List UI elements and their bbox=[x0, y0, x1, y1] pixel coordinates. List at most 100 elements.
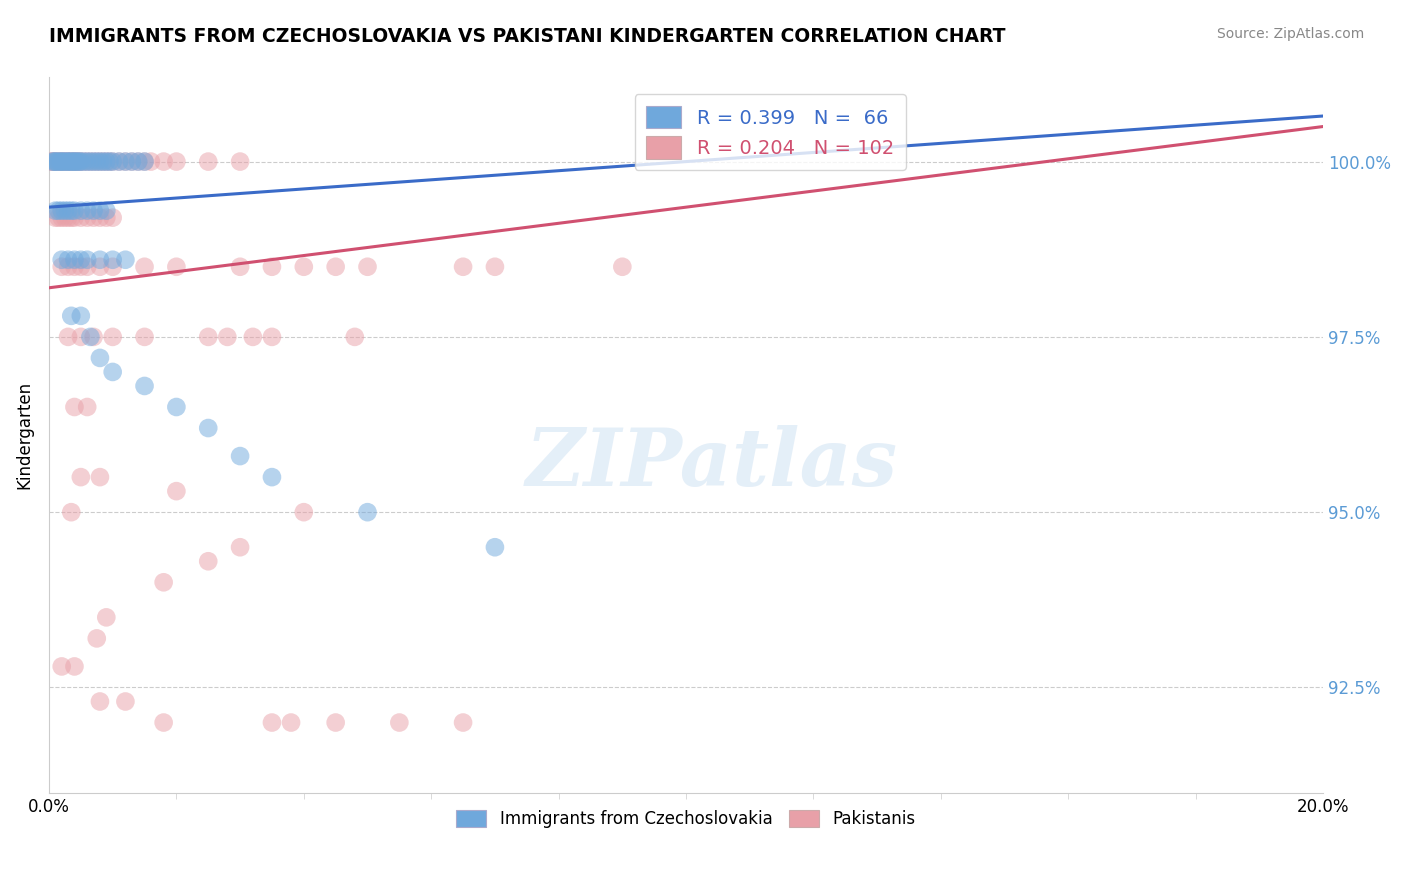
Point bbox=[229, 449, 252, 463]
Point bbox=[197, 421, 219, 435]
Point bbox=[91, 154, 114, 169]
Point bbox=[53, 211, 76, 225]
Point bbox=[69, 154, 91, 169]
Point bbox=[356, 505, 378, 519]
Point bbox=[101, 330, 124, 344]
Point bbox=[60, 309, 83, 323]
Point bbox=[49, 154, 72, 169]
Point bbox=[69, 309, 91, 323]
Point bbox=[325, 715, 347, 730]
Point bbox=[280, 715, 302, 730]
Point bbox=[41, 154, 63, 169]
Point bbox=[56, 211, 79, 225]
Point bbox=[56, 260, 79, 274]
Point bbox=[83, 330, 105, 344]
Point bbox=[152, 715, 174, 730]
Point bbox=[63, 260, 86, 274]
Point bbox=[69, 203, 91, 218]
Point bbox=[44, 154, 66, 169]
Point bbox=[114, 154, 136, 169]
Point bbox=[134, 154, 156, 169]
Point bbox=[356, 260, 378, 274]
Point bbox=[48, 211, 70, 225]
Point bbox=[260, 260, 283, 274]
Point bbox=[451, 715, 474, 730]
Point bbox=[114, 694, 136, 708]
Point bbox=[229, 260, 252, 274]
Point bbox=[76, 211, 98, 225]
Point bbox=[484, 540, 506, 554]
Point bbox=[63, 659, 86, 673]
Point bbox=[165, 154, 187, 169]
Point bbox=[451, 260, 474, 274]
Point bbox=[49, 154, 72, 169]
Point bbox=[114, 252, 136, 267]
Point bbox=[101, 252, 124, 267]
Point bbox=[292, 505, 315, 519]
Point bbox=[63, 252, 86, 267]
Point bbox=[51, 260, 73, 274]
Point bbox=[134, 379, 156, 393]
Point bbox=[53, 203, 76, 218]
Point bbox=[121, 154, 143, 169]
Point bbox=[229, 154, 252, 169]
Point bbox=[83, 154, 105, 169]
Point bbox=[51, 203, 73, 218]
Point bbox=[217, 330, 239, 344]
Point bbox=[343, 330, 366, 344]
Point bbox=[60, 211, 83, 225]
Point bbox=[76, 154, 98, 169]
Point bbox=[89, 203, 111, 218]
Point bbox=[73, 154, 96, 169]
Point bbox=[56, 330, 79, 344]
Point bbox=[165, 400, 187, 414]
Point bbox=[45, 154, 67, 169]
Point bbox=[197, 330, 219, 344]
Point bbox=[66, 154, 89, 169]
Point bbox=[89, 351, 111, 365]
Point bbox=[96, 610, 118, 624]
Point bbox=[242, 330, 264, 344]
Point bbox=[76, 252, 98, 267]
Point bbox=[89, 211, 111, 225]
Point bbox=[89, 260, 111, 274]
Point bbox=[69, 211, 91, 225]
Point bbox=[51, 659, 73, 673]
Point bbox=[51, 154, 73, 169]
Point bbox=[484, 260, 506, 274]
Point bbox=[79, 154, 101, 169]
Point bbox=[152, 154, 174, 169]
Point bbox=[42, 154, 65, 169]
Point bbox=[91, 154, 114, 169]
Point bbox=[101, 154, 124, 169]
Point bbox=[101, 154, 124, 169]
Point bbox=[612, 260, 634, 274]
Point bbox=[108, 154, 131, 169]
Point bbox=[56, 154, 79, 169]
Point bbox=[152, 575, 174, 590]
Point bbox=[76, 260, 98, 274]
Point bbox=[96, 211, 118, 225]
Point bbox=[56, 154, 79, 169]
Point bbox=[134, 154, 156, 169]
Point bbox=[86, 154, 108, 169]
Y-axis label: Kindergarten: Kindergarten bbox=[15, 381, 32, 489]
Point bbox=[260, 715, 283, 730]
Point bbox=[89, 694, 111, 708]
Point bbox=[44, 203, 66, 218]
Point bbox=[96, 203, 118, 218]
Point bbox=[60, 203, 83, 218]
Point bbox=[53, 154, 76, 169]
Point bbox=[127, 154, 149, 169]
Point bbox=[48, 154, 70, 169]
Point bbox=[165, 260, 187, 274]
Point bbox=[62, 154, 84, 169]
Point bbox=[69, 330, 91, 344]
Point bbox=[59, 154, 82, 169]
Point bbox=[73, 154, 96, 169]
Point bbox=[52, 154, 75, 169]
Point bbox=[79, 330, 101, 344]
Point bbox=[89, 154, 111, 169]
Point bbox=[42, 154, 65, 169]
Point bbox=[229, 540, 252, 554]
